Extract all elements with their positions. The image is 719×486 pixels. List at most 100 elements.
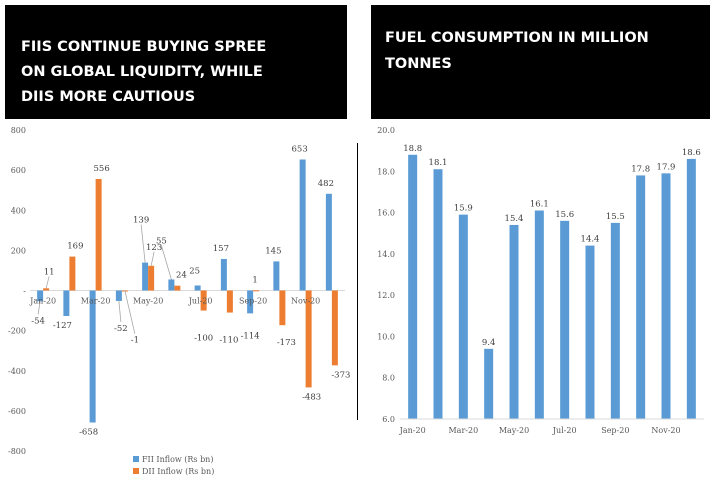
fuel-data-label: 15.4: [505, 214, 524, 224]
fuel-bar: [661, 173, 671, 419]
y-tick-label: 400: [11, 206, 26, 215]
x-tick-label: May-20: [499, 426, 529, 435]
x-tick-label: Nov-20: [291, 297, 320, 306]
fuel-data-label: 16.1: [530, 200, 549, 210]
x-tick-label: May-20: [133, 297, 163, 306]
fuel-data-label: 17.8: [631, 164, 650, 174]
y-tick-label: 800: [11, 126, 26, 135]
dii-data-label: -373: [331, 370, 350, 380]
fuel-data-label: 14.4: [581, 235, 600, 245]
fii-dii-title-line-2: ON GLOBAL LIQUIDITY, WHILE: [21, 64, 263, 80]
fuel-data-label: 15.9: [454, 204, 473, 214]
fuel-data-label: 18.6: [682, 148, 701, 158]
dii-data-label: 11: [44, 267, 55, 277]
data-label-leader-line: [140, 224, 146, 263]
dii-data-label: 123: [146, 243, 162, 253]
y-tick-label: -200: [8, 327, 26, 336]
data-label-leader-line: [37, 301, 41, 315]
data-label-leader-line: [160, 245, 172, 280]
x-tick-label: Mar-20: [81, 297, 111, 306]
dii-bar: [279, 290, 286, 326]
dii-data-label: 24: [176, 271, 187, 281]
x-tick-label: Jan-20: [29, 297, 56, 306]
fii-data-label: 482: [318, 179, 334, 189]
dii-data-label: 1: [252, 275, 257, 285]
fuel-title-banner: FUEL CONSUMPTION IN MILLION TONNES: [371, 5, 710, 119]
fii-data-label: 25: [189, 266, 200, 276]
fuel-bar: [636, 175, 646, 419]
y-tick-label: 600: [11, 166, 26, 175]
dii-legend-swatch: [133, 468, 139, 474]
y-tick-label: 8.0: [382, 374, 395, 383]
fii-data-label: 157: [213, 244, 229, 254]
fuel-chart: 20.0 18.0 16.0 14.0 12.0 10.0 8.0 6.0 18.8 18.1 15…: [377, 126, 704, 435]
fii-bar: [37, 290, 44, 302]
data-label-leader-line: [124, 290, 136, 334]
data-label-leader-line: [150, 251, 155, 266]
fuel-title-line-1: FUEL CONSUMPTION IN MILLION: [385, 30, 649, 46]
fuel-bar: [686, 158, 696, 419]
dii-legend-label: DII Inflow (Rs bn): [142, 467, 214, 476]
fii-data-label: -52: [114, 324, 128, 334]
y-tick-label: 14.0: [377, 250, 395, 259]
y-tick-label: 20.0: [377, 126, 395, 135]
fii-data-label: -114: [241, 331, 260, 341]
dii-data-label: -483: [302, 392, 321, 402]
y-tick-label: -600: [8, 407, 26, 416]
x-tick-label: Jul-20: [552, 426, 577, 435]
fuel-bar: [560, 220, 570, 419]
dii-bar: [43, 288, 50, 291]
x-tick-label: Mar-20: [448, 426, 478, 435]
fii-data-label: 145: [265, 246, 281, 256]
x-tick-label: Nov-20: [651, 426, 680, 435]
fii-data-label: -658: [79, 428, 98, 438]
fii-bar: [299, 159, 306, 291]
fuel-bar: [585, 245, 595, 419]
dii-bar: [200, 290, 207, 311]
dii-bar: [174, 285, 181, 291]
fii-dii-title-banner: FIIS CONTINUE BUYING SPREE ON GLOBAL LIQ…: [5, 5, 347, 119]
fuel-bar: [433, 169, 443, 419]
fuel-bar: [534, 210, 544, 419]
fuel-data-label: 15.5: [606, 212, 625, 222]
dii-bar: [95, 178, 102, 291]
dii-bar: [253, 290, 260, 292]
data-label-leader-line: [118, 300, 122, 322]
dii-bar: [331, 290, 338, 366]
dii-data-label: -1: [131, 336, 139, 346]
fii-bar: [142, 262, 149, 291]
fuel-data-label: 18.8: [403, 144, 422, 154]
fii-bar: [247, 290, 254, 314]
fii-legend-label: FII Inflow (Rs bn): [142, 455, 213, 464]
dii-bar: [148, 265, 155, 291]
fuel-title-line-2: TONNES: [385, 56, 452, 72]
fii-data-label: -54: [31, 316, 45, 326]
x-tick-label: Jul-20: [188, 297, 213, 306]
dii-bar: [226, 290, 233, 313]
fii-data-label: 653: [292, 144, 308, 154]
y-tick-label: 200: [11, 246, 26, 255]
fuel-data-label: 18.1: [429, 158, 448, 168]
x-tick-label: Sep-20: [239, 297, 267, 306]
fuel-data-label: 9.4: [482, 338, 496, 348]
fii-dii-chart: 800600400200--200-400-600-800-5411-12716…: [8, 126, 350, 476]
fii-bar: [168, 279, 175, 291]
dii-bar: [305, 290, 312, 388]
fii-bar: [89, 290, 96, 423]
y-tick-label: -400: [8, 367, 26, 376]
fuel-bar: [509, 224, 519, 419]
y-tick-label: 16.0: [377, 209, 395, 218]
fii-bar: [194, 285, 201, 291]
fii-data-label: -127: [53, 321, 72, 331]
fii-dii-title-line-3: DIIS MORE CAUTIOUS: [21, 89, 196, 105]
y-tick-label: 18.0: [377, 167, 395, 176]
fii-bar: [63, 290, 70, 316]
fuel-bar: [408, 154, 418, 419]
fuel-bar: [484, 348, 494, 419]
fuel-data-label: 15.6: [555, 210, 574, 220]
data-label-leader-line: [45, 276, 50, 289]
y-tick-label: 10.0: [377, 332, 395, 341]
fuel-bar: [458, 214, 468, 419]
x-tick-label: Sep-20: [601, 426, 629, 435]
fii-dii-title-line-1: FIIS CONTINUE BUYING SPREE: [21, 39, 267, 55]
